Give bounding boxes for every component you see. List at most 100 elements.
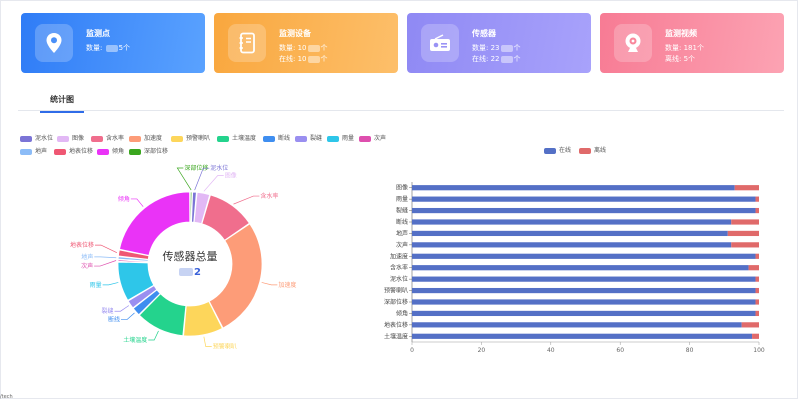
- bar-segment[interactable]: [412, 333, 753, 339]
- legend-item[interactable]: 土壤温度: [217, 133, 256, 142]
- bar-segment[interactable]: [748, 265, 759, 271]
- blurred-value: [179, 268, 194, 276]
- donut-slice[interactable]: [193, 191, 211, 225]
- donut-slice[interactable]: [117, 256, 149, 262]
- y-tick-label: 裂缝: [396, 207, 408, 215]
- donut-slice[interactable]: [183, 300, 223, 337]
- bar-legend: 在线 离线: [544, 145, 614, 154]
- card-sensors[interactable]: 传感器 数量: 23 个 在线: 22 个: [407, 13, 591, 73]
- legend-label: 离线: [594, 147, 607, 154]
- y-tick-label: 含水率: [390, 264, 408, 272]
- legend-item[interactable]: 预警喇叭: [171, 133, 210, 142]
- x-tick-label: 80: [686, 347, 694, 354]
- bar-segment[interactable]: [755, 253, 759, 259]
- bar-segment[interactable]: [752, 333, 759, 339]
- legend-swatch: [20, 135, 32, 142]
- bar-legend-item[interactable]: 在线: [544, 147, 571, 154]
- bar-segment[interactable]: [755, 287, 759, 294]
- slice-label: 预警喇叭: [213, 343, 237, 351]
- card-title: 监测视频: [665, 29, 697, 38]
- label-leader-line: [94, 260, 117, 267]
- bar-segment[interactable]: [755, 299, 759, 305]
- legend-item[interactable]: 次声: [359, 133, 386, 142]
- card-offline: 离线: 5个: [665, 55, 696, 63]
- legend-item[interactable]: 地声: [20, 146, 47, 155]
- legend-label: 土壤温度: [232, 135, 257, 142]
- bar-segment[interactable]: [412, 276, 756, 282]
- legend-item[interactable]: 地表位移: [54, 146, 93, 155]
- y-tick-label: 次声: [396, 241, 408, 249]
- donut-slice[interactable]: [201, 194, 250, 241]
- legend-item[interactable]: 含水率: [91, 133, 124, 142]
- bar-segment[interactable]: [412, 207, 756, 214]
- card-videos[interactable]: 监测视频 数量: 181个 离线: 5个: [600, 13, 784, 73]
- legend-item[interactable]: 裂缝: [295, 133, 322, 142]
- donut-slice[interactable]: [132, 289, 161, 316]
- y-tick-label: 倾角: [396, 309, 408, 317]
- bar-segment[interactable]: [412, 287, 756, 294]
- legend-item[interactable]: 倾角: [97, 146, 124, 155]
- label-leader-line: [148, 330, 159, 341]
- bar-segment[interactable]: [412, 219, 732, 225]
- bar-segment[interactable]: [412, 322, 742, 328]
- legend-item[interactable]: 雨量: [327, 133, 354, 142]
- slice-label: 深部位移: [184, 164, 208, 172]
- legend-item[interactable]: 加速度: [129, 133, 162, 142]
- bar-segment[interactable]: [412, 185, 735, 191]
- donut-slice[interactable]: [208, 223, 263, 329]
- legend-item[interactable]: 图像: [57, 133, 84, 142]
- bar-segment[interactable]: [412, 265, 749, 271]
- bar-segment[interactable]: [412, 242, 732, 248]
- donut-slice[interactable]: [118, 249, 150, 260]
- x-tick-label: 20: [478, 347, 486, 354]
- legend-label: 地声: [35, 148, 48, 155]
- slice-label: 土壤温度: [123, 336, 147, 344]
- bar-segment[interactable]: [741, 322, 759, 328]
- legend-item[interactable]: 泥水位: [20, 133, 53, 142]
- bar-segment[interactable]: [412, 230, 728, 237]
- card-count: 数量: 181个: [665, 44, 704, 52]
- slice-label: 地声: [81, 253, 93, 261]
- label-leader-line: [194, 167, 210, 191]
- card-title: 监测点: [86, 29, 110, 38]
- donut-slice[interactable]: [117, 261, 155, 301]
- legend-swatch: [359, 135, 371, 142]
- donut-slice[interactable]: [127, 285, 158, 309]
- tab-statistics[interactable]: 统计图: [40, 94, 84, 113]
- y-tick-label: 土壤温度: [384, 332, 408, 340]
- bar-segment[interactable]: [755, 207, 759, 214]
- bar-segment[interactable]: [412, 196, 756, 202]
- legend-item[interactable]: 深部位移: [129, 146, 168, 155]
- donut-slice[interactable]: [191, 191, 197, 223]
- legend-item[interactable]: 断线: [263, 133, 290, 142]
- bar-segment[interactable]: [755, 196, 759, 202]
- bar-segment[interactable]: [731, 219, 759, 225]
- bar-segment[interactable]: [755, 276, 759, 282]
- donut-slice[interactable]: [138, 293, 187, 337]
- bar-segment[interactable]: [412, 299, 756, 305]
- bar-segment[interactable]: [727, 230, 759, 237]
- bar-segment[interactable]: [412, 310, 756, 317]
- bar-segment[interactable]: [412, 253, 756, 259]
- y-tick-label: 深部位移: [384, 298, 408, 306]
- donut-slice[interactable]: [189, 191, 193, 223]
- bar-segment[interactable]: [755, 310, 759, 317]
- legend-swatch: [217, 135, 229, 142]
- legend-swatch: [129, 148, 141, 155]
- location-pin-icon: [35, 24, 73, 62]
- x-tick-label: 60: [616, 347, 624, 354]
- bar-segment[interactable]: [731, 242, 759, 248]
- bar-legend-item[interactable]: 离线: [579, 147, 606, 154]
- legend-label: 图像: [72, 135, 85, 142]
- card-monitor-devices[interactable]: 监测设备 数量: 10 个 在线: 10 个: [214, 13, 398, 73]
- card-monitor-points[interactable]: 监测点 数量: 5个: [21, 13, 205, 73]
- legend-swatch: [54, 148, 66, 155]
- label-leader-line: [176, 167, 192, 191]
- bar-segment[interactable]: [734, 185, 759, 191]
- legend-swatch: [20, 148, 32, 155]
- label-leader-line: [203, 336, 212, 347]
- card-count: 数量: 5个: [86, 44, 131, 52]
- donut-slice[interactable]: [119, 191, 191, 256]
- donut-slice[interactable]: [117, 259, 149, 263]
